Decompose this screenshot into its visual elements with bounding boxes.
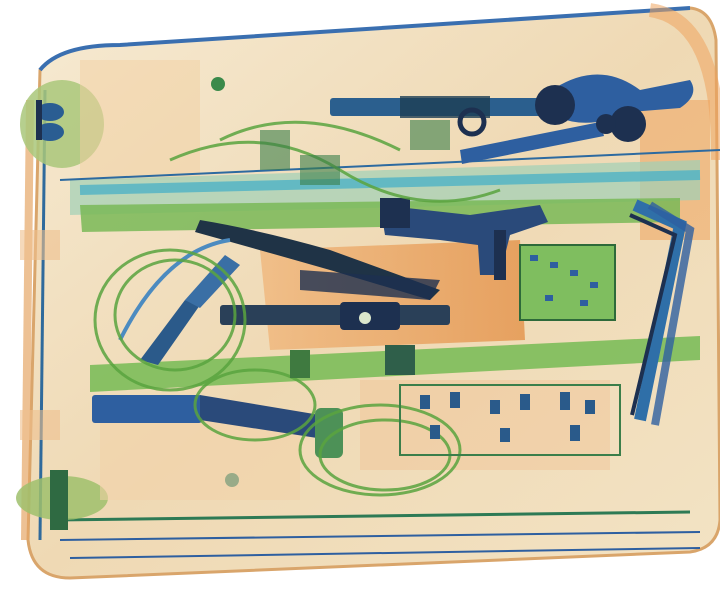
spanner-icon bbox=[330, 74, 694, 137]
wrench-icon bbox=[460, 106, 646, 164]
small-components bbox=[260, 120, 450, 378]
handgun-icon bbox=[380, 198, 548, 280]
pliers-icon bbox=[118, 238, 240, 365]
cutting-tool-icon bbox=[195, 220, 450, 330]
bent-tube-icon bbox=[629, 199, 695, 426]
circuit-board-icon bbox=[399, 244, 621, 456]
